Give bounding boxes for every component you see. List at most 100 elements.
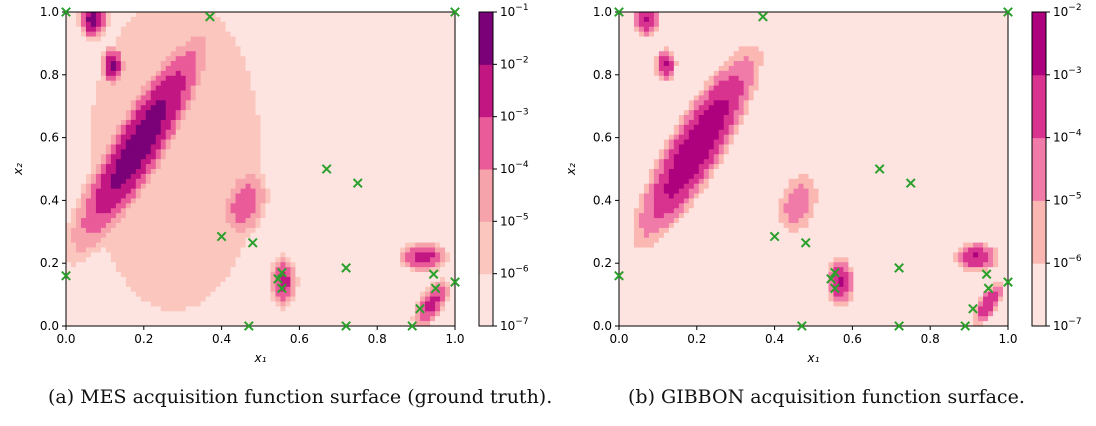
heatmap-cell (70, 119, 77, 126)
heatmap-cell (225, 16, 232, 23)
heatmap-cell (125, 21, 132, 28)
heatmap-cell (240, 85, 247, 92)
heatmap-cell (435, 316, 441, 322)
heatmap-cell (400, 95, 406, 101)
heatmap-cell (310, 188, 316, 195)
heatmap-cell (130, 321, 137, 327)
heatmap-cell (280, 119, 287, 126)
heatmap-cell (245, 296, 252, 303)
heatmap-cell (85, 139, 92, 146)
heatmap-cell (245, 242, 252, 249)
heatmap-cell (255, 31, 262, 38)
heatmap-cell (335, 188, 341, 195)
heatmap-cell (125, 247, 132, 254)
heatmap-cell (445, 100, 451, 106)
heatmap-cell (295, 90, 301, 97)
heatmap-cell (255, 311, 262, 317)
heatmap-cell (135, 242, 142, 249)
heatmap-cell (215, 178, 222, 185)
heatmap-cell (380, 70, 386, 77)
heatmap-cell (125, 16, 132, 23)
heatmap-cell (325, 222, 331, 229)
heatmap-cell (80, 124, 87, 131)
heatmap-cell (260, 296, 267, 303)
heatmap-cell (440, 16, 446, 23)
heatmap-cell (425, 188, 431, 195)
heatmap-cell (435, 276, 441, 283)
heatmap-cell (285, 213, 292, 219)
heatmap-cell (305, 119, 311, 126)
heatmap-cell (75, 296, 82, 303)
heatmap-cell (440, 149, 446, 155)
heatmap-cell (220, 257, 227, 263)
heatmap-cell (385, 311, 391, 317)
heatmap-cell (395, 242, 401, 249)
heatmap-cell (250, 36, 257, 43)
heatmap-cell (310, 267, 316, 273)
heatmap-cell (66, 139, 72, 146)
heatmap-cell (235, 267, 242, 273)
heatmap-cell (150, 164, 157, 170)
heatmap-cell (415, 75, 421, 82)
heatmap-cell (210, 257, 217, 263)
heatmap-cell (415, 281, 421, 288)
heatmap-cell (290, 316, 297, 322)
heatmap-cell (185, 169, 192, 175)
heatmap-cell (345, 276, 351, 283)
heatmap-cell (235, 291, 242, 298)
heatmap-cell (185, 139, 192, 146)
heatmap-cell (185, 281, 192, 288)
heatmap-cell (345, 257, 351, 263)
heatmap-cell (90, 267, 97, 273)
heatmap-cell (205, 56, 212, 62)
heatmap-cell (355, 296, 361, 303)
heatmap-cell (380, 296, 386, 303)
heatmap-cell (390, 291, 396, 298)
heatmap-cell (80, 90, 87, 97)
heatmap-cell (95, 21, 102, 28)
heatmap-cell (255, 218, 262, 224)
heatmap-cell (75, 218, 82, 224)
heatmap-cell (80, 306, 87, 312)
heatmap-cell (445, 110, 451, 116)
heatmap-cell (290, 51, 297, 57)
heatmap-cell (185, 26, 192, 33)
heatmap-cell (415, 232, 421, 239)
heatmap-cell (400, 12, 406, 18)
heatmap-cell (290, 183, 297, 190)
heatmap-cell (180, 105, 187, 111)
heatmap-cell (215, 272, 222, 278)
heatmap-cell (190, 134, 197, 141)
heatmap-cell (300, 276, 306, 283)
heatmap-cell (190, 90, 197, 97)
heatmap-cell (210, 272, 217, 278)
heatmap-cell (420, 276, 426, 283)
heatmap-cell (295, 281, 301, 288)
heatmap-cell (85, 198, 92, 204)
heatmap-cell (115, 16, 122, 23)
heatmap-cell (315, 222, 321, 229)
heatmap-cell (190, 100, 197, 106)
heatmap-cell (285, 286, 292, 293)
heatmap-cell (170, 227, 177, 234)
heatmap-cell (250, 227, 257, 234)
heatmap-cell (190, 281, 197, 288)
heatmap-cell (440, 105, 446, 111)
heatmap-cell (295, 173, 301, 180)
heatmap-cell (135, 90, 142, 97)
heatmap-cell (360, 80, 366, 87)
heatmap-cell (210, 286, 217, 293)
heatmap-cell (250, 188, 257, 195)
heatmap-cell (300, 26, 306, 33)
heatmap-cell (420, 21, 426, 28)
heatmap-cell (115, 95, 122, 101)
heatmap-cell (220, 12, 227, 18)
heatmap-cell (310, 124, 316, 131)
heatmap-cell (150, 31, 157, 38)
heatmap-cell (325, 267, 331, 273)
heatmap-cell (275, 242, 282, 249)
heatmap-cell (400, 252, 406, 258)
heatmap-cell (100, 31, 107, 38)
heatmap-cell (440, 213, 446, 219)
heatmap-cell (150, 149, 157, 155)
